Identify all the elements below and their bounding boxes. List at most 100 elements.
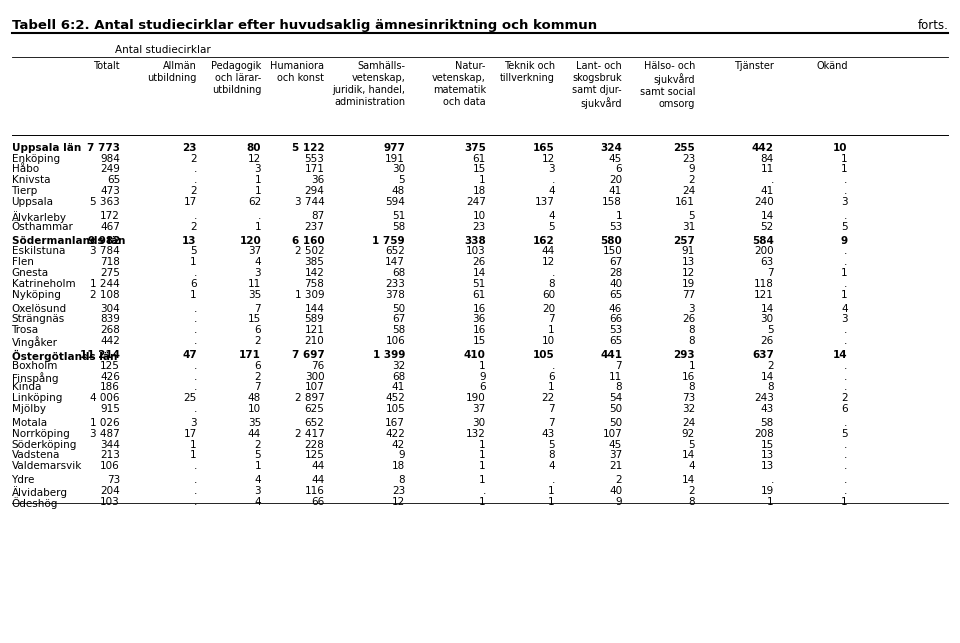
Text: 14: 14	[760, 303, 774, 314]
Text: 32: 32	[682, 404, 695, 414]
Text: Mjölby: Mjölby	[12, 404, 45, 414]
Text: 4: 4	[841, 303, 848, 314]
Text: Motala: Motala	[12, 418, 47, 428]
Text: 67: 67	[392, 314, 405, 325]
Text: Tjänster: Tjänster	[733, 61, 774, 71]
Text: 105: 105	[533, 350, 555, 360]
Text: Totalt: Totalt	[93, 61, 120, 71]
Text: forts.: forts.	[918, 19, 948, 32]
Text: 7: 7	[615, 361, 622, 371]
Text: 625: 625	[304, 404, 324, 414]
Text: 1: 1	[479, 475, 486, 485]
Text: 584: 584	[752, 235, 774, 246]
Text: 4: 4	[548, 186, 555, 196]
Text: 8: 8	[688, 325, 695, 335]
Text: 1: 1	[688, 361, 695, 371]
Text: Strängnäs: Strängnäs	[12, 314, 64, 325]
Text: 1: 1	[190, 451, 197, 460]
Text: 5: 5	[398, 175, 405, 185]
Text: 385: 385	[304, 257, 324, 267]
Text: Finspång: Finspång	[12, 372, 58, 384]
Text: 8: 8	[548, 279, 555, 289]
Text: 5 122: 5 122	[292, 143, 324, 153]
Text: Pedagogik
och lärar-
utbildning: Pedagogik och lärar- utbildning	[211, 61, 261, 95]
Text: 3 487: 3 487	[90, 429, 120, 439]
Text: 1: 1	[190, 440, 197, 449]
Text: Vingåker: Vingåker	[12, 336, 58, 348]
Text: 24: 24	[682, 186, 695, 196]
Text: 12: 12	[541, 154, 555, 163]
Text: 1: 1	[479, 361, 486, 371]
Text: 66: 66	[609, 314, 622, 325]
Text: 103: 103	[100, 497, 120, 507]
Text: 10: 10	[833, 143, 848, 153]
Text: 3 744: 3 744	[295, 197, 324, 207]
Text: 2 417: 2 417	[295, 429, 324, 439]
Text: 10: 10	[472, 211, 486, 221]
Text: .: .	[193, 325, 197, 335]
Text: 21: 21	[609, 461, 622, 471]
Text: 41: 41	[392, 383, 405, 392]
Text: 45: 45	[609, 440, 622, 449]
Text: 65: 65	[107, 175, 120, 185]
Text: 2: 2	[190, 154, 197, 163]
Text: 121: 121	[754, 289, 774, 300]
Text: 6: 6	[190, 279, 197, 289]
Text: 1: 1	[841, 497, 848, 507]
Text: 105: 105	[385, 404, 405, 414]
Text: Östergötlands län: Östergötlands län	[12, 350, 117, 362]
Text: 121: 121	[304, 325, 324, 335]
Text: 1: 1	[548, 383, 555, 392]
Text: 7: 7	[548, 314, 555, 325]
Text: 2 897: 2 897	[295, 394, 324, 403]
Text: 204: 204	[100, 486, 120, 496]
Text: 7: 7	[767, 268, 774, 278]
Text: 233: 233	[385, 279, 405, 289]
Text: 87: 87	[311, 211, 324, 221]
Text: 23: 23	[392, 486, 405, 496]
Text: 426: 426	[100, 372, 120, 382]
Text: Nyköping: Nyköping	[12, 289, 60, 300]
Text: 2: 2	[254, 336, 261, 346]
Text: Gnesta: Gnesta	[12, 268, 49, 278]
Text: 40: 40	[609, 486, 622, 496]
Text: 1: 1	[841, 289, 848, 300]
Text: 2: 2	[688, 175, 695, 185]
Text: Antal studiecirklar: Antal studiecirklar	[115, 45, 211, 55]
Text: .: .	[551, 475, 555, 485]
Text: 275: 275	[100, 268, 120, 278]
Text: 1: 1	[841, 154, 848, 163]
Text: 7: 7	[548, 418, 555, 428]
Text: 107: 107	[304, 383, 324, 392]
Text: 7: 7	[548, 404, 555, 414]
Text: 1: 1	[615, 211, 622, 221]
Text: 13: 13	[760, 451, 774, 460]
Text: 12: 12	[541, 257, 555, 267]
Text: .: .	[551, 268, 555, 278]
Text: 52: 52	[760, 222, 774, 231]
Text: 15: 15	[472, 165, 486, 174]
Text: Östhammar: Östhammar	[12, 222, 73, 231]
Text: .: .	[770, 475, 774, 485]
Text: 249: 249	[100, 165, 120, 174]
Text: 48: 48	[392, 186, 405, 196]
Text: 255: 255	[673, 143, 695, 153]
Text: .: .	[844, 461, 848, 471]
Text: 3: 3	[254, 486, 261, 496]
Text: 5: 5	[688, 211, 695, 221]
Text: 16: 16	[682, 372, 695, 382]
Text: 20: 20	[541, 303, 555, 314]
Text: Boxholm: Boxholm	[12, 361, 57, 371]
Text: Kinda: Kinda	[12, 383, 41, 392]
Text: 6: 6	[841, 404, 848, 414]
Text: Katrineholm: Katrineholm	[12, 279, 75, 289]
Text: 344: 344	[100, 440, 120, 449]
Text: 19: 19	[760, 486, 774, 496]
Text: 594: 594	[385, 197, 405, 207]
Text: 50: 50	[609, 404, 622, 414]
Text: 30: 30	[472, 418, 486, 428]
Text: .: .	[844, 361, 848, 371]
Text: Vadstena: Vadstena	[12, 451, 60, 460]
Text: 68: 68	[392, 268, 405, 278]
Text: 1 244: 1 244	[90, 279, 120, 289]
